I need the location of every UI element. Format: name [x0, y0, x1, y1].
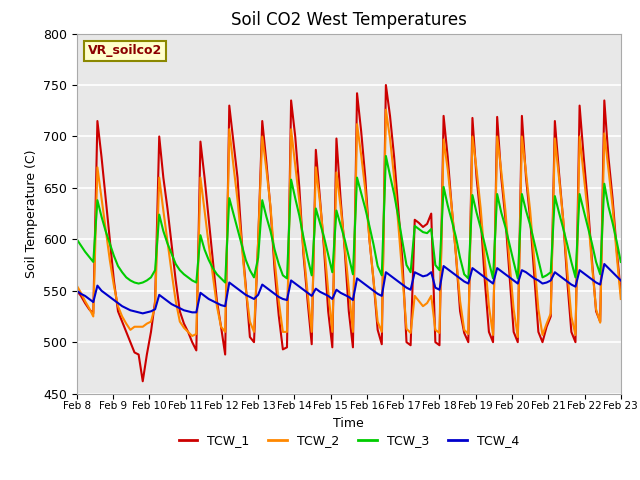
TCW_2: [605, 167, 612, 172]
TCW_4: [139, 311, 147, 316]
Line: TCW_1: TCW_1: [77, 85, 621, 381]
TCW_2: [110, 283, 118, 288]
TCW_3: [440, 184, 447, 190]
TCW_3: [110, 253, 118, 259]
TCW_3: [135, 281, 143, 287]
TCW_1: [423, 221, 431, 227]
TCW_1: [592, 309, 600, 314]
TCW_2: [419, 303, 427, 309]
TCW_1: [617, 290, 625, 296]
TCW_2: [514, 334, 522, 340]
TCW_3: [382, 153, 390, 159]
TCW_1: [73, 288, 81, 294]
TCW_1: [139, 378, 147, 384]
X-axis label: Time: Time: [333, 417, 364, 430]
TCW_1: [382, 82, 390, 88]
TCW_4: [605, 265, 612, 271]
TCW_1: [440, 113, 447, 119]
Line: TCW_4: TCW_4: [77, 264, 621, 313]
TCW_4: [73, 288, 81, 294]
TCW_2: [452, 252, 460, 258]
TCW_1: [605, 154, 612, 160]
TCW_4: [110, 297, 118, 303]
TCW_3: [605, 204, 612, 209]
TCW_1: [110, 277, 118, 283]
TCW_2: [617, 296, 625, 302]
TCW_2: [73, 283, 81, 288]
TCW_1: [456, 309, 464, 314]
TCW_3: [423, 230, 431, 236]
TCW_4: [436, 287, 444, 293]
Legend: TCW_1, TCW_2, TCW_3, TCW_4: TCW_1, TCW_2, TCW_3, TCW_4: [173, 429, 524, 452]
TCW_4: [617, 277, 625, 283]
Line: TCW_2: TCW_2: [77, 110, 621, 337]
TCW_4: [600, 261, 608, 267]
Text: VR_soilco2: VR_soilco2: [88, 44, 162, 58]
Y-axis label: Soil Temperature (C): Soil Temperature (C): [24, 149, 38, 278]
TCW_3: [592, 259, 600, 265]
TCW_3: [73, 237, 81, 242]
TCW_4: [452, 273, 460, 278]
TCW_2: [382, 107, 390, 113]
TCW_3: [617, 259, 625, 265]
Title: Soil CO2 West Temperatures: Soil CO2 West Temperatures: [231, 11, 467, 29]
TCW_3: [456, 255, 464, 261]
Line: TCW_3: TCW_3: [77, 156, 621, 284]
TCW_4: [588, 276, 596, 282]
TCW_2: [436, 330, 444, 336]
TCW_2: [592, 306, 600, 312]
TCW_4: [419, 274, 427, 279]
